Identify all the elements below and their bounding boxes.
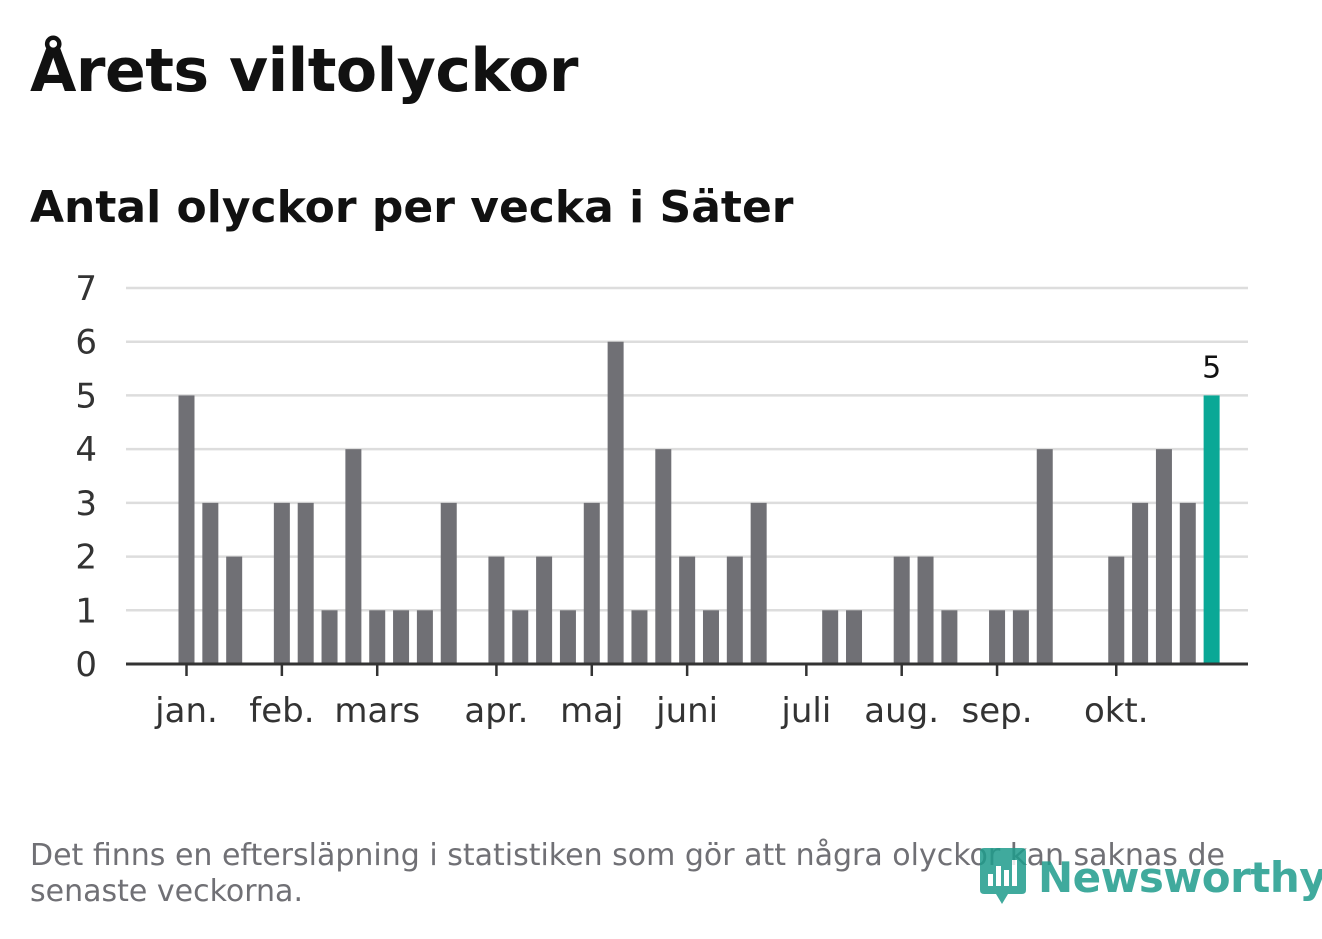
bar: [822, 610, 839, 664]
chart-subtitle: Antal olyckor per vecka i Säter: [30, 182, 794, 233]
x-tick-label: maj: [560, 691, 623, 731]
bar: [702, 610, 719, 664]
y-tick-label: 7: [75, 269, 97, 309]
y-tick-label: 5: [75, 376, 97, 416]
newsworthy-logo: Newsworthy: [978, 846, 1322, 908]
bar: [536, 556, 553, 664]
bar: [1108, 556, 1125, 664]
bar: [917, 556, 934, 664]
bar: [846, 610, 863, 664]
x-tick-label: aug.: [864, 691, 939, 731]
bar: [202, 502, 219, 664]
bar: [1132, 502, 1149, 664]
bar: [345, 449, 362, 664]
bar: [941, 610, 958, 664]
bar: [893, 556, 910, 664]
bar: [726, 556, 743, 664]
bar: [583, 502, 600, 664]
bar: [512, 610, 529, 664]
chart-title: Årets viltolyckor: [30, 36, 579, 106]
bar: [488, 556, 505, 664]
bar-chart: 0 1 2 3 4 5 6 7 5 jan. feb. mars apr. maj juni juli aug.…: [75, 269, 1248, 731]
y-tick-label: 1: [75, 591, 97, 631]
bar: [440, 502, 457, 664]
x-tick-label: juli: [780, 691, 831, 731]
bar: [393, 610, 410, 664]
x-tick-label: juni: [655, 691, 718, 731]
bar: [1155, 449, 1172, 664]
x-tick-label: feb.: [249, 691, 314, 731]
bar: [750, 502, 767, 664]
y-tick-label: 3: [75, 484, 97, 524]
bar: [273, 502, 290, 664]
y-tick-label: 2: [75, 538, 97, 578]
bar: [178, 395, 195, 664]
y-tick-label: 6: [75, 323, 97, 363]
bar: [226, 556, 243, 664]
x-tick-label: jan.: [154, 691, 218, 731]
bar: [679, 556, 696, 664]
x-tick-label: okt.: [1084, 691, 1149, 731]
x-tick-label: mars: [334, 691, 420, 731]
bar-highlight: [1203, 395, 1220, 664]
bar: [1012, 610, 1029, 664]
newsworthy-logo-icon: [980, 848, 1026, 904]
bar: [607, 341, 624, 664]
y-tick-label: 0: [75, 645, 97, 685]
bar: [989, 610, 1006, 664]
bar-value-label: 5: [1202, 350, 1221, 385]
bar: [1179, 502, 1196, 664]
x-tick-label: apr.: [464, 691, 528, 731]
bar: [655, 449, 672, 664]
bar: [631, 610, 648, 664]
bar: [416, 610, 433, 664]
logo-text: Newsworthy: [1038, 852, 1322, 902]
bar: [321, 610, 338, 664]
bar: [369, 610, 386, 664]
y-tick-label: 4: [75, 430, 97, 470]
bar: [559, 610, 576, 664]
bar: [297, 502, 314, 664]
bar: [1036, 449, 1053, 664]
x-tick-label: sep.: [962, 691, 1033, 731]
